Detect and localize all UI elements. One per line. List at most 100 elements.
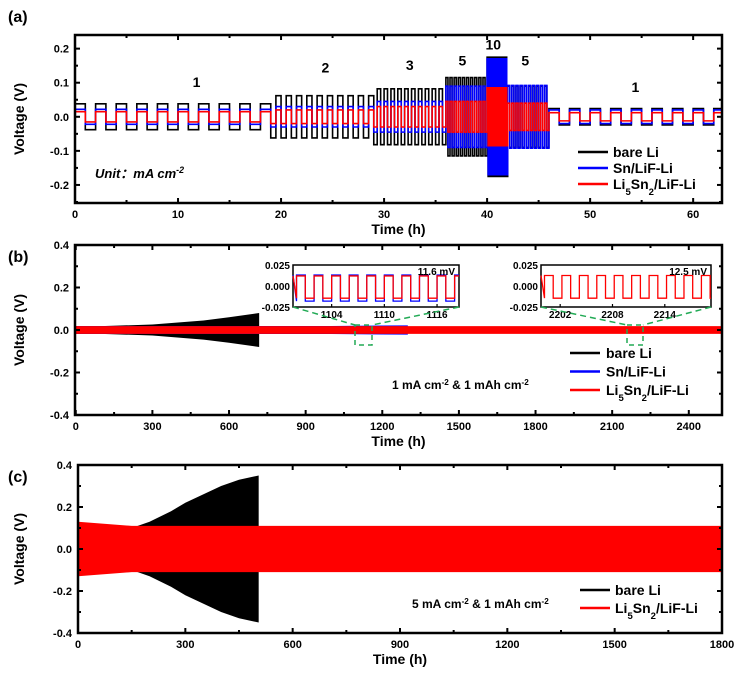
y-tick-label: 0.0 xyxy=(57,544,72,556)
x-tick-label: 1200 xyxy=(495,639,519,651)
plot-area xyxy=(75,56,722,178)
inset-x-tick-label: 1110 xyxy=(374,310,396,321)
panel-a: 0 10 20 30 40 50 60 -0.2 -0.1 0.0 0.1 0.2 Time (h) Vo… xyxy=(8,9,724,237)
panel-label: (a) xyxy=(8,9,28,26)
y-tick-label: -0.2 xyxy=(50,180,69,192)
x-axis-title: Time (h) xyxy=(371,221,425,237)
x-tick-label: 30 xyxy=(378,209,390,221)
y-axis-title: Voltage (V) xyxy=(11,294,27,366)
x-tick-label: 1800 xyxy=(710,639,734,651)
y-tick-label: 0.0 xyxy=(54,112,69,124)
y-axis-title: Voltage (V) xyxy=(11,513,27,585)
inset-y-tick-label: 0.025 xyxy=(265,261,290,272)
zoom-inset-2: 2202 2208 2214 0.025 0.000 -0.025 12.5 mV xyxy=(510,261,712,321)
inset-y-tick-label: 0.000 xyxy=(513,282,538,293)
legend-label: Li5Sn2/LiF-Li xyxy=(613,176,696,198)
legend: bare Li Sn/LiF-Li Li5Sn2/LiF-Li xyxy=(570,345,689,404)
legend-label: bare Li xyxy=(613,144,659,160)
legend-label: Li5Sn2/LiF-Li xyxy=(615,600,698,622)
x-tick-label: 600 xyxy=(220,421,238,433)
current-density-label: 10 xyxy=(485,37,501,53)
inset-y-tick-label: -0.025 xyxy=(262,303,291,314)
plot-frame xyxy=(73,33,724,205)
y-tick-label: 0.2 xyxy=(54,44,69,56)
zoom-connector-line xyxy=(371,306,460,326)
x-tick-label: 50 xyxy=(584,209,596,221)
current-density-label: 1 xyxy=(632,79,640,95)
x-tick-label: 1500 xyxy=(602,639,626,651)
inset-series-line xyxy=(540,274,711,299)
y-tick-label: 0.1 xyxy=(54,78,69,90)
x-tick-label: 20 xyxy=(275,209,287,221)
unit-note: Unit：mA cm-2 xyxy=(95,165,184,181)
x-tick-label: 1800 xyxy=(523,421,547,433)
legend-label: bare Li xyxy=(615,582,661,598)
x-tick-label: 1500 xyxy=(447,421,471,433)
inset-x-tick-label: 2208 xyxy=(601,310,624,321)
y-axis-title: Voltage (V) xyxy=(11,83,27,155)
legend-label: Li5Sn2/LiF-Li xyxy=(606,382,689,404)
legend: bare Li Li5Sn2/LiF-Li xyxy=(580,582,698,622)
y-tick-label: -0.2 xyxy=(53,586,72,598)
inset-x-tick-label: 1116 xyxy=(426,310,448,321)
x-tick-label: 40 xyxy=(481,209,493,221)
legend-label: bare Li xyxy=(606,345,652,361)
y-tick-label: 0.2 xyxy=(57,502,72,514)
test-condition: 5 mA cm-2 & 1 mAh cm-2 xyxy=(412,597,549,612)
series-band-2 xyxy=(75,326,722,334)
y-tick-label: -0.4 xyxy=(53,628,73,640)
x-tick-label: 60 xyxy=(687,209,699,221)
y-tick-label: -0.4 xyxy=(50,410,70,422)
panel-b: 0 300 600 900 1200 1500 1800 2100 2400 -0.4 -0.2 0.… xyxy=(8,240,724,449)
current-density-label: 5 xyxy=(458,53,466,69)
inset-y-tick-label: -0.025 xyxy=(510,303,539,314)
inset-series-line xyxy=(292,275,459,299)
plot-area xyxy=(75,313,722,347)
y-tick-label: -0.2 xyxy=(50,368,69,380)
inset-y-tick-label: 0.025 xyxy=(513,261,538,272)
x-axis-title: Time (h) xyxy=(373,651,427,667)
legend-label: Sn/LiF-Li xyxy=(606,364,666,380)
current-density-label: 5 xyxy=(521,53,529,69)
zoom-region-box xyxy=(354,324,373,346)
y-tick-label: -0.1 xyxy=(50,146,69,158)
legend-label: Sn/LiF-Li xyxy=(613,160,673,176)
x-tick-label: 900 xyxy=(391,639,409,651)
y-tick-label: 0.4 xyxy=(54,240,70,252)
x-tick-label: 2100 xyxy=(600,421,624,433)
y-tick-label: 0.4 xyxy=(57,460,73,472)
x-tick-label: 600 xyxy=(283,639,301,651)
x-tick-label: 900 xyxy=(296,421,314,433)
x-tick-label: 0 xyxy=(75,639,81,651)
current-density-label: 3 xyxy=(406,57,414,73)
panel-label: (c) xyxy=(8,469,28,486)
zoom-connector-line xyxy=(540,306,628,326)
inset-x-tick-label: 2202 xyxy=(549,310,572,321)
inset-annotation: 11.6 mV xyxy=(418,267,456,278)
current-density-label: 1 xyxy=(193,74,201,90)
x-tick-label: 1200 xyxy=(370,421,394,433)
y-tick-label: 0.2 xyxy=(54,283,69,295)
panel-c: 0 300 600 900 1200 1500 1800 -0.4 -0.2 0.0 0.2 0.4 T… xyxy=(8,460,734,667)
zoom-connector-line xyxy=(642,306,712,326)
panel-label: (b) xyxy=(8,249,28,266)
x-tick-label: 300 xyxy=(143,421,161,433)
series-line-2 xyxy=(75,87,722,147)
zoom-inset-1: 1104 1110 1116 0.025 0.000 -0.025 11.6 mV xyxy=(262,261,460,321)
test-condition: 1 mA cm-2 & 1 mAh cm-2 xyxy=(392,378,529,393)
inset-y-tick-label: 0.000 xyxy=(265,282,290,293)
plot-area xyxy=(78,475,722,623)
x-tick-label: 10 xyxy=(172,209,184,221)
series-band-1 xyxy=(78,521,722,577)
inset-x-tick-label: 1104 xyxy=(321,310,343,321)
x-tick-label: 300 xyxy=(176,639,194,651)
current-density-label: 2 xyxy=(321,59,329,75)
y-tick-label: 0.0 xyxy=(54,325,69,337)
inset-annotation: 12.5 mV xyxy=(669,267,707,278)
x-tick-label: 2400 xyxy=(677,421,701,433)
x-axis-title: Time (h) xyxy=(371,433,425,449)
inset-x-tick-label: 2214 xyxy=(654,310,677,321)
inset-frame xyxy=(540,264,712,308)
zoom-connector-line xyxy=(292,306,356,326)
